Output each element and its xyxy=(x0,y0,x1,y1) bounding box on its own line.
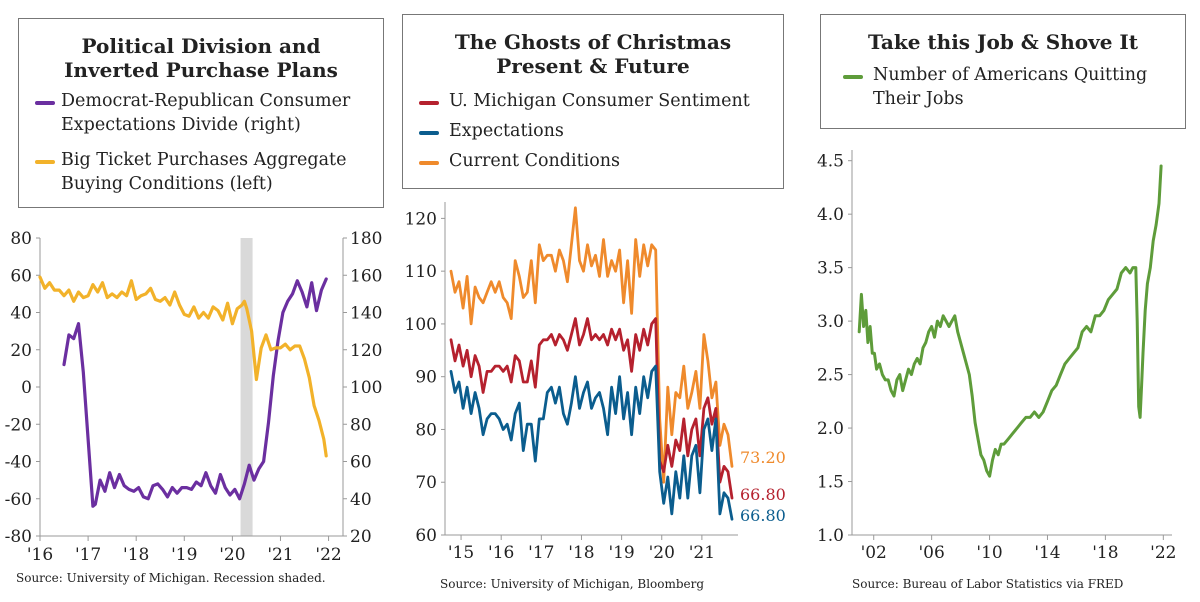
legend-item-expectations: Expectations xyxy=(449,121,564,141)
y-tick-label-right: 160 xyxy=(350,266,382,286)
y-tick-label-left: -40 xyxy=(5,453,32,473)
series-line-current xyxy=(449,206,734,484)
y-tick-label-right: 60 xyxy=(350,453,372,473)
y-tick-label-left: -20 xyxy=(5,415,32,435)
end-value-label: 66.80 xyxy=(740,485,786,504)
y-tick-label-right: 100 xyxy=(350,378,382,398)
legend-swatch-divide xyxy=(35,101,55,105)
end-value-label: 66.80 xyxy=(740,506,786,525)
x-tick-label: '21 xyxy=(267,545,293,565)
x-tick-label: '20 xyxy=(649,543,675,563)
y-tick-label: 80 xyxy=(415,420,437,440)
recession-shading xyxy=(240,238,253,536)
x-tick-label: '06 xyxy=(918,543,944,563)
legend-panel-1: Political Division and Inverted Purchase… xyxy=(18,18,384,208)
chart-title-1: Political Division and Inverted Purchase… xyxy=(64,34,338,82)
x-tick-label: '17 xyxy=(528,543,554,563)
y-tick-label-left: 20 xyxy=(10,341,32,361)
y-tick-label: 1.5 xyxy=(817,473,844,493)
x-tick-label: '10 xyxy=(976,543,1002,563)
y-tick-label: 70 xyxy=(415,473,437,493)
y-tick-label: 110 xyxy=(405,262,437,282)
y-tick-label: 1.0 xyxy=(817,526,844,546)
y-tick-label-left: -60 xyxy=(5,490,32,510)
x-tick-label: '22 xyxy=(1150,543,1176,563)
y-tick-label-left: 40 xyxy=(10,304,32,324)
legend-panel-3: Take this Job & Shove It Number of Ameri… xyxy=(820,14,1186,129)
legend-swatch-expectations xyxy=(419,131,439,135)
y-tick-label-left: 80 xyxy=(10,229,32,249)
source-note-3: Source: Bureau of Labor Statistics via F… xyxy=(852,577,1124,591)
series-line-sentiment xyxy=(449,317,734,500)
y-tick-label: 120 xyxy=(405,209,437,229)
source-note-1: Source: University of Michigan. Recessio… xyxy=(16,571,326,585)
y-tick-label: 90 xyxy=(415,368,437,388)
chart-title-3: Take this Job & Shove It xyxy=(867,30,1139,54)
x-tick-label: '16 xyxy=(27,545,53,565)
x-tick-label: '15 xyxy=(448,543,474,563)
series-line-bigticket xyxy=(38,275,328,458)
x-tick-label: '21 xyxy=(689,543,715,563)
legend-item-quits: Number of Americans Quitting Their Jobs xyxy=(873,65,1148,109)
x-tick-label: '18 xyxy=(568,543,594,563)
y-tick-label-left: 0 xyxy=(21,378,32,398)
y-tick-label-right: 180 xyxy=(350,229,382,249)
y-tick-label-left: -80 xyxy=(5,527,32,547)
legend-swatch-current xyxy=(419,161,439,165)
y-tick-label: 4.5 xyxy=(817,152,844,172)
y-tick-label: 2.0 xyxy=(817,419,844,439)
series-line-quits xyxy=(857,164,1163,478)
source-note-2: Source: University of Michigan, Bloomber… xyxy=(440,577,705,591)
legend-item-divide: Democrat-Republican Consumer Expectation… xyxy=(61,91,351,135)
y-tick-label: 3.5 xyxy=(817,259,844,279)
x-tick-label: '17 xyxy=(75,545,101,565)
x-tick-label: '20 xyxy=(219,545,245,565)
legend-swatch-quits xyxy=(843,75,863,79)
end-value-label: 73.20 xyxy=(740,448,786,467)
x-tick-label: '19 xyxy=(608,543,634,563)
y-tick-label-left: 60 xyxy=(10,266,32,286)
x-tick-label: '18 xyxy=(1092,543,1118,563)
series-line-divide xyxy=(62,277,328,508)
x-tick-label: '02 xyxy=(861,543,887,563)
y-tick-label: 4.0 xyxy=(817,205,844,225)
x-tick-label: '18 xyxy=(123,545,149,565)
chart-title-2: The Ghosts of Christmas Present & Future xyxy=(454,30,732,78)
x-tick-label: '19 xyxy=(171,545,197,565)
y-tick-label-right: 140 xyxy=(350,304,382,324)
y-tick-label: 60 xyxy=(415,526,437,546)
legend-item-sentiment: U. Michigan Consumer Sentiment xyxy=(449,91,750,111)
legend-item-bigticket: Big Ticket Purchases Aggregate Buying Co… xyxy=(61,150,347,194)
legend-item-current: Current Conditions xyxy=(449,151,621,171)
y-tick-label: 3.0 xyxy=(817,312,844,332)
legend-swatch-sentiment xyxy=(419,101,439,105)
x-tick-label: '16 xyxy=(488,543,514,563)
x-tick-label: '22 xyxy=(315,545,341,565)
y-tick-label-right: 80 xyxy=(350,415,372,435)
y-tick-label-right: 20 xyxy=(350,527,372,547)
y-tick-label: 100 xyxy=(405,315,437,335)
y-tick-label: 2.5 xyxy=(817,366,844,386)
legend-swatch-bigticket xyxy=(35,160,55,164)
legend-panel-2: The Ghosts of Christmas Present & Future… xyxy=(402,14,784,189)
y-tick-label-right: 120 xyxy=(350,341,382,361)
series-line-expectations xyxy=(449,364,734,521)
y-tick-label-right: 40 xyxy=(350,490,372,510)
x-tick-label: '14 xyxy=(1034,543,1060,563)
